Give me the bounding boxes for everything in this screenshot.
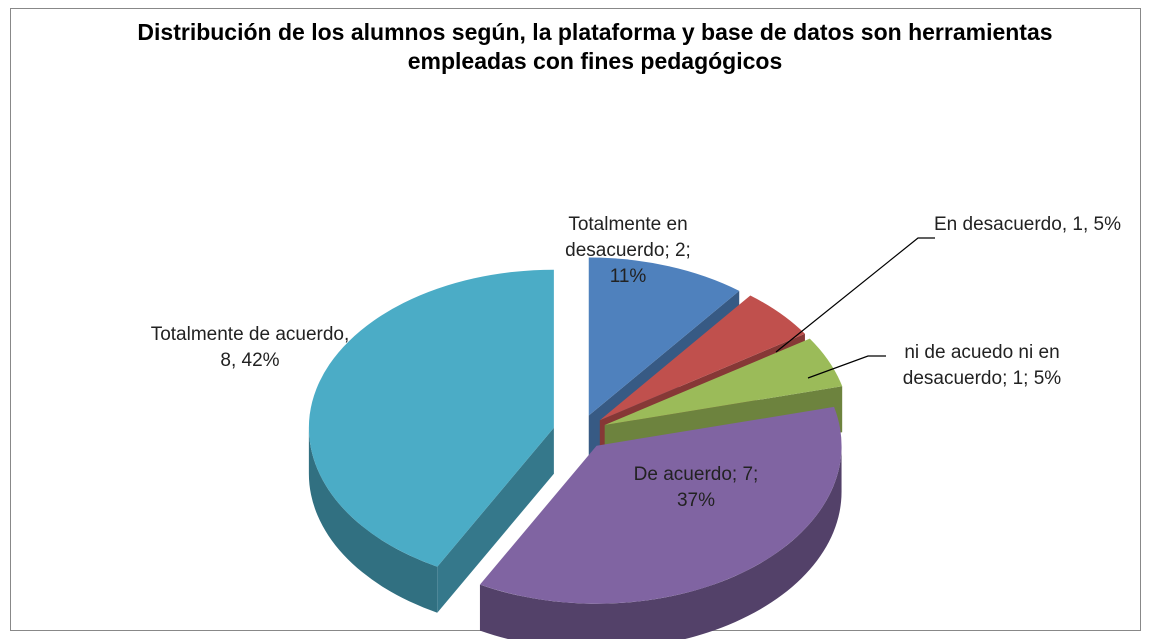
category-name: ni de acuedo ni en desacuerdo [902, 342, 1060, 389]
slice [604, 338, 843, 426]
slice [599, 295, 805, 421]
data-label: Totalmente en desacuerdo; 2; 11% [558, 212, 698, 290]
slice-side [479, 445, 842, 639]
slice-side [308, 427, 438, 613]
slice [588, 257, 740, 416]
data-label: En desacuerdo, 1, 5% [925, 212, 1130, 238]
value-label: ; 1; 5% [1002, 368, 1062, 389]
value-label: , 8, 42% [220, 324, 350, 371]
leader-line [775, 237, 935, 353]
slice [308, 269, 554, 567]
leader-line [807, 355, 886, 379]
data-label: ni de acuedo ni en desacuerdo; 1; 5% [872, 340, 1092, 392]
category-name: En desacuerdo [934, 214, 1062, 235]
data-label: De acuerdo; 7; 37% [628, 462, 764, 514]
category-name: Totalmente de acuerdo [150, 324, 344, 345]
value-label: ; 2; 11% [609, 240, 691, 287]
value-label: ; 7; 37% [676, 464, 759, 511]
data-label: Totalmente de acuerdo, 8, 42% [150, 322, 350, 374]
slice-wall [437, 427, 554, 613]
category-name: Totalmente en desacuerdo [565, 214, 688, 261]
chart-title: Distribución de los alumnos según, la pl… [137, 19, 1053, 74]
slice [479, 406, 842, 604]
category-name: De acuerdo [633, 464, 732, 485]
value-label: , 1, 5% [1061, 214, 1121, 235]
